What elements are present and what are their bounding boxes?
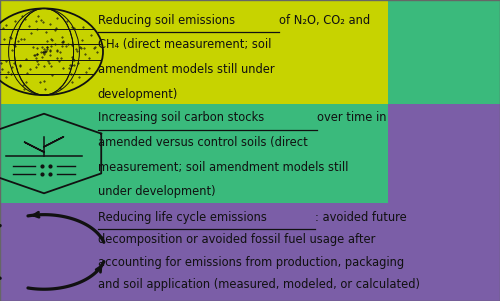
Text: amendment models still under: amendment models still under bbox=[98, 63, 274, 76]
Text: CH₄ (direct measurement; soil: CH₄ (direct measurement; soil bbox=[98, 38, 271, 51]
Bar bbox=[0, 203, 500, 301]
Text: amended versus control soils (direct: amended versus control soils (direct bbox=[98, 136, 307, 149]
Text: and soil application (measured, modeled, or calculated): and soil application (measured, modeled,… bbox=[98, 278, 419, 291]
Text: of N₂O, CO₂ and: of N₂O, CO₂ and bbox=[279, 14, 370, 26]
Text: Increasing soil carbon stocks: Increasing soil carbon stocks bbox=[98, 111, 268, 124]
Text: Reducing soil emissions: Reducing soil emissions bbox=[98, 14, 238, 26]
Bar bbox=[0, 104, 500, 203]
Text: development): development) bbox=[98, 88, 178, 101]
Text: accounting for emissions from production, packaging: accounting for emissions from production… bbox=[98, 256, 404, 269]
Bar bbox=[388, 0, 500, 104]
Text: : avoided future: : avoided future bbox=[316, 211, 407, 224]
Text: Reducing life cycle emissions: Reducing life cycle emissions bbox=[98, 211, 266, 224]
Text: decomposition or avoided fossil fuel usage after: decomposition or avoided fossil fuel usa… bbox=[98, 233, 375, 246]
Text: over time in: over time in bbox=[316, 111, 386, 124]
Text: measurement; soil amendment models still: measurement; soil amendment models still bbox=[98, 161, 348, 174]
Bar bbox=[388, 104, 500, 203]
Text: under development): under development) bbox=[98, 185, 215, 198]
Bar bbox=[0, 0, 500, 104]
